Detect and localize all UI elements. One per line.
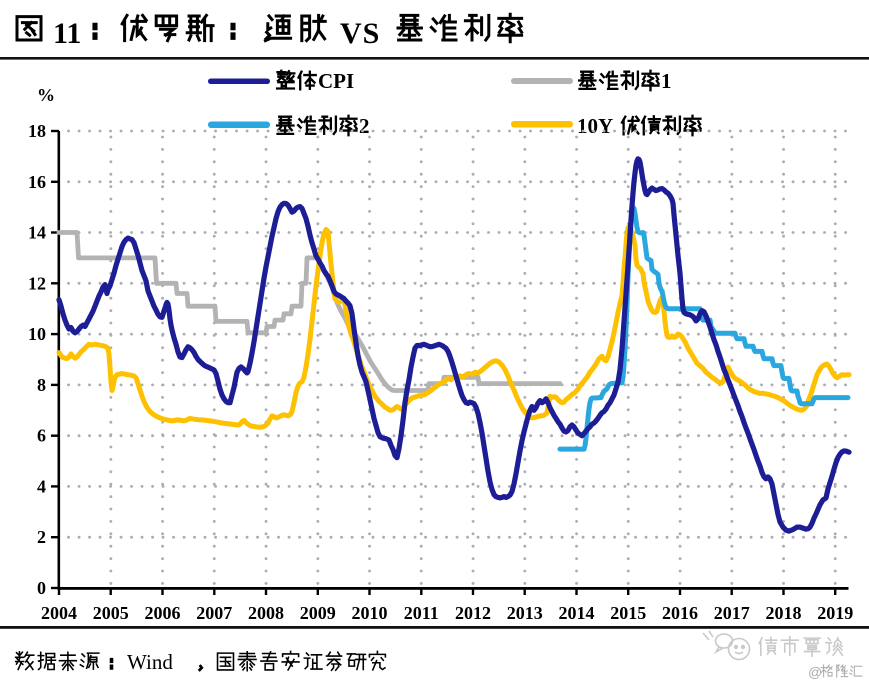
svg-text:14: 14 [28, 223, 46, 243]
svg-text:2: 2 [37, 527, 46, 547]
svg-text:2008: 2008 [248, 603, 284, 623]
svg-text:18: 18 [28, 121, 46, 141]
svg-text:8: 8 [37, 375, 46, 395]
svg-text:6: 6 [37, 426, 46, 446]
svg-text:16: 16 [28, 172, 46, 192]
svg-text:%: % [37, 85, 55, 105]
svg-text:2: 2 [359, 114, 370, 138]
svg-text:Wind: Wind [127, 650, 173, 674]
svg-text:2019: 2019 [817, 603, 853, 623]
svg-text:2011: 2011 [404, 603, 439, 623]
svg-text:0: 0 [37, 578, 46, 598]
svg-text:2014: 2014 [559, 603, 595, 623]
svg-text:2009: 2009 [300, 603, 336, 623]
svg-text:2012: 2012 [455, 603, 491, 623]
svg-text:4: 4 [37, 476, 46, 496]
svg-text:2017: 2017 [714, 603, 750, 623]
svg-text:2010: 2010 [352, 603, 388, 623]
svg-text:2006: 2006 [145, 603, 181, 623]
svg-text:VS: VS [340, 17, 380, 50]
svg-text:10Y: 10Y [577, 114, 613, 138]
svg-text:@: @ [808, 664, 822, 680]
svg-text:2015: 2015 [610, 603, 646, 623]
svg-text:11: 11 [53, 17, 81, 50]
svg-text:CPI: CPI [318, 69, 354, 93]
svg-text:2004: 2004 [41, 603, 77, 623]
svg-text:1: 1 [661, 69, 672, 93]
svg-text:2005: 2005 [93, 603, 129, 623]
svg-text:2007: 2007 [196, 603, 232, 623]
svg-text:2016: 2016 [662, 603, 698, 623]
svg-text:2018: 2018 [766, 603, 802, 623]
svg-text:12: 12 [28, 273, 46, 293]
svg-text:10: 10 [28, 324, 46, 344]
svg-text:2013: 2013 [507, 603, 543, 623]
